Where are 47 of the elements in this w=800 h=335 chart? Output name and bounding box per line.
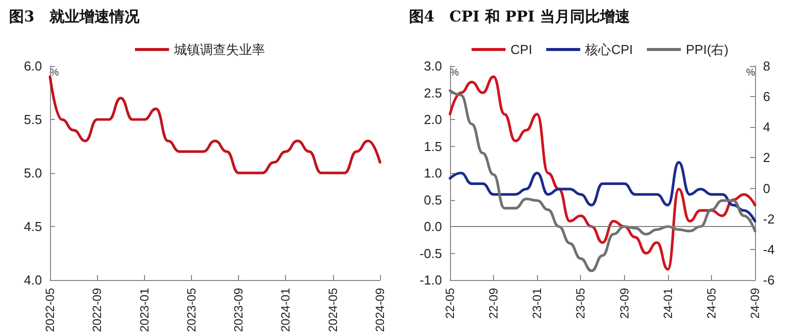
legend-label: 核心CPI	[584, 42, 633, 57]
legend-label: PPI(右)	[686, 42, 728, 57]
y-tick-label: 0.0	[424, 219, 442, 234]
y-tick-label: 5.5	[24, 112, 42, 127]
y2-tick-label: 6	[763, 89, 770, 104]
line-series	[448, 161, 756, 222]
legend-label: CPI	[510, 42, 532, 57]
x-tick-label: 24-05	[704, 288, 718, 319]
x-tick-label: 2023-05	[184, 288, 198, 332]
y-tick-label: 3.0	[424, 58, 442, 74]
y2-tick-label: -6	[763, 272, 775, 288]
y2-tick-label: 8	[763, 58, 770, 74]
y-tick-label: -0.5	[420, 246, 442, 261]
x-tick-label: 2022-09	[90, 288, 104, 332]
x-tick-label: 2023-09	[232, 288, 246, 332]
y2-tick-label: -4	[763, 242, 775, 257]
x-tick-label: 23-01	[530, 288, 544, 319]
chart-title: 图3 就业增速情况	[9, 8, 140, 26]
y2-tick-label: 2	[763, 150, 770, 166]
x-tick-label: 2022-05	[43, 288, 57, 332]
y-tick-label: 2.5	[424, 85, 442, 100]
y-tick-label: 4.0	[24, 272, 42, 288]
y-tick-label: 4.5	[24, 218, 42, 234]
y2-axis-title: %	[746, 68, 756, 78]
line-series	[48, 75, 382, 174]
x-tick-label: 24-01	[660, 288, 675, 319]
x-tick-label: 2024-05	[326, 288, 340, 332]
x-tick-label: 24-09	[748, 288, 762, 319]
x-tick-label: 23-05	[574, 288, 588, 319]
x-tick-label: 23-09	[617, 288, 632, 319]
y-tick-label: 2.0	[424, 112, 442, 127]
x-tick-label: 22-05	[443, 288, 457, 319]
legend-label: 城镇调查失业率	[173, 42, 265, 57]
x-tick-label: 2024-01	[278, 288, 293, 332]
chart-title: 图4 CPI 和 PPI 当月同比增速	[409, 8, 631, 26]
x-tick-label: 2024-09	[373, 288, 387, 332]
y2-tick-label: 4	[763, 120, 770, 135]
y-tick-label: 0.5	[424, 192, 442, 208]
y-tick-label: -1.0	[420, 272, 442, 288]
y-tick-label: 1.5	[424, 138, 442, 154]
x-tick-label: 2023-01	[137, 288, 152, 332]
y-tick-label: 6.0	[24, 58, 42, 74]
y-tick-label: 1.0	[424, 166, 442, 180]
y2-tick-label: 0	[763, 180, 770, 196]
y-tick-label: 5.0	[24, 165, 42, 180]
y2-tick-label: -2	[763, 211, 775, 226]
x-tick-label: 22-09	[486, 288, 501, 319]
